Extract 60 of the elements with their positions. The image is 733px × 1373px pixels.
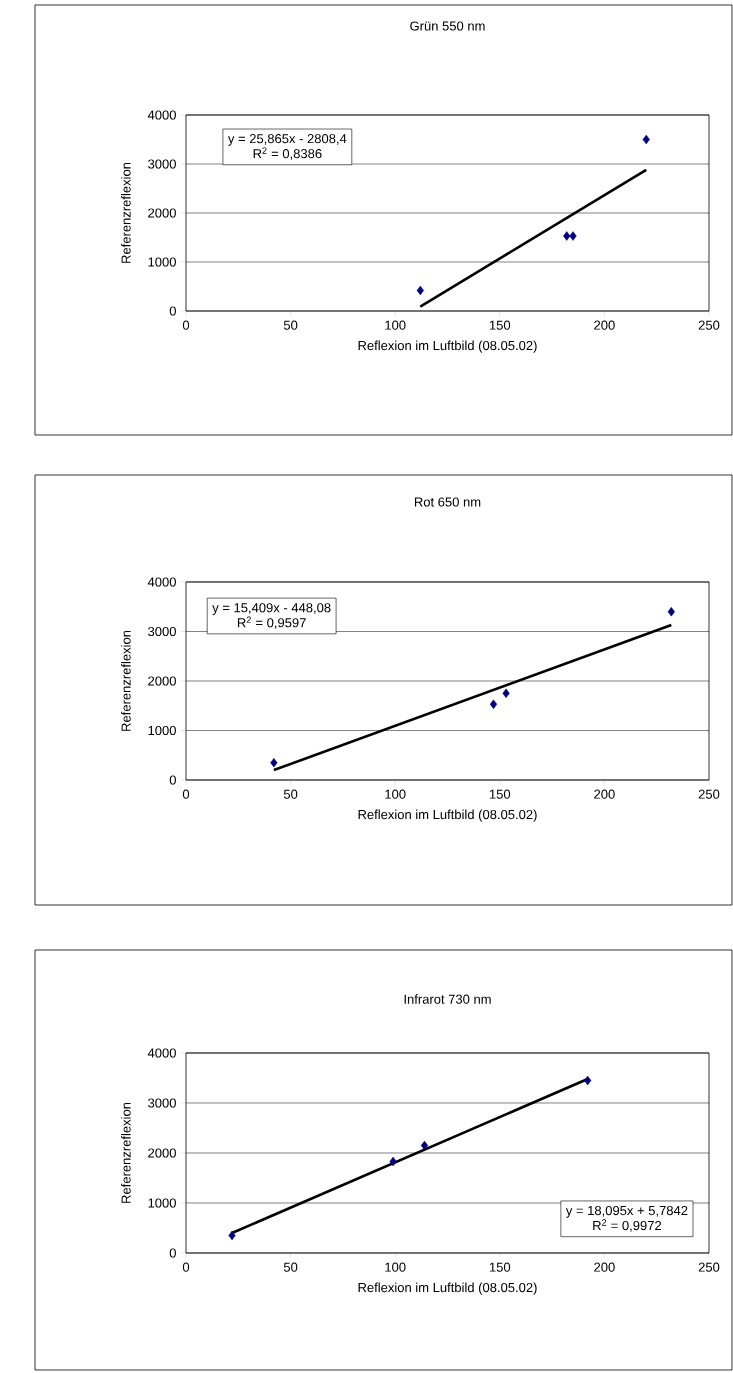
y-tick-label: 0 xyxy=(169,775,176,785)
point xyxy=(502,688,510,699)
x-tick-label: 50 xyxy=(283,1262,298,1272)
y-tick-label: 2000 xyxy=(148,676,176,686)
y-tick-label: 2000 xyxy=(148,208,176,218)
point xyxy=(584,1075,592,1086)
x-tick-label: 150 xyxy=(489,320,511,330)
point xyxy=(489,699,498,709)
x-tick-label: 0 xyxy=(182,1262,190,1272)
y-axis-title: Referenzreflexion xyxy=(121,1102,131,1203)
x-tick-label: 250 xyxy=(698,320,720,330)
y-tick-label: 3000 xyxy=(148,159,176,169)
y-tick-label: 0 xyxy=(169,1248,176,1258)
y-tick-label: 3000 xyxy=(148,1098,176,1108)
point xyxy=(642,134,650,145)
y-tick-label: 4000 xyxy=(147,1048,176,1058)
x-tick-label: 50 xyxy=(283,320,298,330)
y-axis-title: Referenzreflexion xyxy=(121,162,131,263)
x-tick-label: 100 xyxy=(385,1262,406,1272)
x-tick-label: 100 xyxy=(385,789,406,799)
annotation: y = 15,409x - 448,08 xyxy=(212,603,331,615)
chart-title: Grün 550 nm xyxy=(410,21,485,31)
point xyxy=(569,231,577,241)
x-tick-label: 50 xyxy=(283,789,298,799)
y-tick-label: 2000 xyxy=(148,1148,176,1158)
x-tick-label: 250 xyxy=(698,1262,720,1272)
y-axis-title: Referenzreflexion xyxy=(121,630,131,731)
y-tick-label: 3000 xyxy=(148,626,176,637)
point xyxy=(563,231,571,241)
x-tick-label: 150 xyxy=(489,789,511,799)
x-axis-title: Reflexion im Luftbild (08.05.02) xyxy=(358,340,537,353)
y-tick-label: 1000 xyxy=(148,257,176,267)
y-tick-label: 0 xyxy=(169,306,176,316)
y-tick-label: 4000 xyxy=(147,577,176,587)
point xyxy=(270,757,278,768)
x-tick-label: 200 xyxy=(594,789,615,799)
point xyxy=(420,1140,429,1151)
x-axis-title: Reflexion im Luftbild (08.05.02) xyxy=(358,1282,537,1295)
point xyxy=(667,607,675,617)
chart-title: Infrarot 730 nm xyxy=(404,994,491,1004)
x-axis-title: Reflexion im Luftbild (08.05.02) xyxy=(358,809,537,822)
point xyxy=(389,1156,397,1167)
point xyxy=(416,285,424,296)
chart-title: Rot 650 nm xyxy=(414,497,481,507)
x-tick-label: 200 xyxy=(594,1262,615,1272)
x-tick-label: 200 xyxy=(594,320,615,330)
y-tick-label: 1000 xyxy=(148,725,176,736)
annotation: R$^{2}$ = 0,9597 xyxy=(237,616,306,629)
y-tick-label: 4000 xyxy=(147,110,176,120)
point xyxy=(228,1230,236,1241)
x-tick-label: 100 xyxy=(385,320,406,330)
annotation: y = 25,865x - 2808,4 xyxy=(227,134,347,146)
x-tick-label: 0 xyxy=(182,789,190,799)
annotation: R$^{2}$ = 0,8386 xyxy=(253,147,322,160)
annotation: R$^{2}$ = 0,9972 xyxy=(593,1219,662,1232)
y-tick-label: 1000 xyxy=(148,1198,176,1208)
annotation: y = 18,095x + 5,7842 xyxy=(565,1205,688,1218)
x-tick-label: 0 xyxy=(182,320,190,330)
x-tick-label: 250 xyxy=(698,789,720,799)
x-tick-label: 150 xyxy=(489,1262,511,1272)
